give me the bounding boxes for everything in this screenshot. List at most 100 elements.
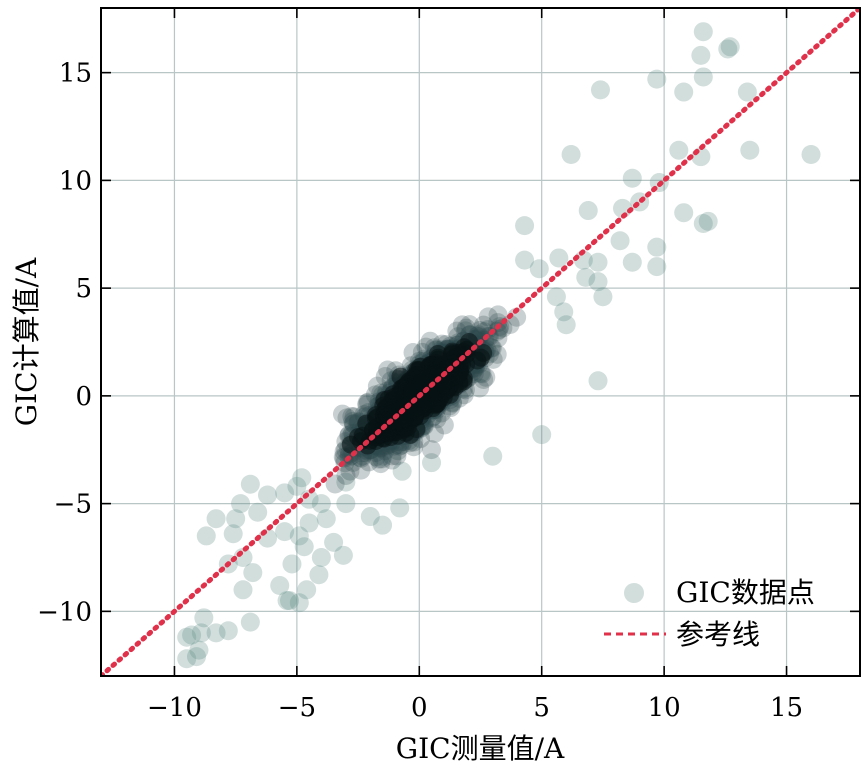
legend-label-scatter: GIC数据点 (676, 576, 815, 609)
data-point (647, 237, 667, 257)
x-tick-label: −10 (147, 693, 202, 723)
data-point (280, 591, 300, 611)
reference-line (101, 8, 860, 676)
data-point (248, 502, 268, 522)
cluster-point (447, 321, 467, 341)
cluster-point (369, 449, 389, 469)
cluster-point (375, 367, 395, 387)
cluster-core-point (454, 369, 473, 388)
data-point (189, 640, 209, 660)
data-point (483, 446, 503, 466)
data-point (422, 453, 442, 473)
data-point (693, 67, 713, 87)
data-point (373, 515, 393, 535)
tick-labels: −10 −5 0 5 10 15 −10 −5 0 5 10 15 (37, 59, 803, 723)
data-point (588, 371, 608, 391)
cluster-point (342, 407, 362, 427)
data-point (240, 612, 260, 632)
cluster-point (424, 423, 444, 443)
data-point (299, 513, 319, 533)
data-point (275, 483, 295, 503)
legend-marker-scatter (624, 583, 644, 603)
data-point (373, 446, 393, 466)
cluster-point (382, 446, 402, 466)
cluster-point (487, 344, 507, 364)
data-point (674, 203, 694, 223)
data-point (590, 80, 610, 100)
data-point (613, 198, 633, 218)
cluster-point (340, 461, 360, 481)
legend: GIC数据点 参考线 (604, 576, 815, 651)
cluster-point (351, 460, 371, 480)
data-point (515, 250, 535, 270)
reference-line-layer (101, 8, 860, 676)
data-point (392, 461, 412, 481)
data-point (693, 22, 713, 42)
data-point (206, 509, 226, 529)
cluster-point (388, 441, 408, 461)
data-point (720, 37, 740, 57)
data-point (297, 580, 317, 600)
cluster-point (332, 404, 352, 424)
cluster-point (489, 320, 509, 340)
cluster-point (474, 370, 494, 390)
data-point (182, 625, 202, 645)
x-tick-label: 0 (411, 693, 428, 723)
data-point (561, 145, 581, 165)
data-point (292, 468, 312, 488)
data-point (549, 248, 569, 268)
data-point (294, 537, 314, 557)
data-point (275, 522, 295, 542)
data-point (360, 507, 380, 527)
x-tick-label: 5 (533, 693, 550, 723)
data-point (194, 608, 214, 628)
cluster-core-point (421, 355, 440, 374)
data-point (674, 82, 694, 102)
cluster-core-point (384, 385, 403, 404)
data-point (196, 526, 216, 546)
data-point (554, 302, 574, 322)
x-tick-label: 10 (648, 693, 681, 723)
data-point (622, 252, 642, 272)
y-tick-label: 0 (75, 382, 92, 412)
cluster-point (478, 307, 498, 327)
data-point (240, 474, 260, 494)
cluster-point (336, 465, 356, 485)
cluster-point (488, 313, 508, 333)
data-point (257, 485, 277, 505)
data-point (218, 621, 238, 641)
cluster-point (343, 412, 363, 432)
data-point (336, 472, 356, 492)
y-tick-label: −10 (37, 597, 92, 627)
data-point (691, 147, 711, 167)
y-tick-label: 15 (59, 59, 92, 89)
data-point (532, 425, 552, 445)
x-tick-label: 15 (770, 693, 803, 723)
data-point (691, 45, 711, 65)
data-point (546, 287, 566, 307)
data-point (693, 213, 713, 233)
data-point (177, 649, 197, 669)
data-point (177, 627, 197, 647)
data-point (718, 39, 738, 59)
data-point (324, 532, 344, 552)
data-point (186, 647, 206, 667)
y-tick-label: −5 (54, 490, 92, 520)
data-point (311, 547, 331, 567)
data-point (588, 272, 608, 292)
legend-label-line: 参考线 (676, 618, 760, 651)
data-point (309, 565, 329, 585)
data-point (576, 267, 596, 287)
data-point (282, 554, 302, 574)
data-point (593, 287, 613, 307)
data-point (588, 252, 608, 272)
cluster-core-point (399, 403, 418, 422)
data-point (206, 623, 226, 643)
data-point (311, 494, 331, 514)
plot-frame (100, 7, 861, 677)
cluster-point (367, 376, 387, 396)
cluster-point (452, 315, 472, 335)
data-point (336, 494, 356, 514)
y-tick-label: 5 (75, 274, 92, 304)
data-point (515, 216, 535, 236)
